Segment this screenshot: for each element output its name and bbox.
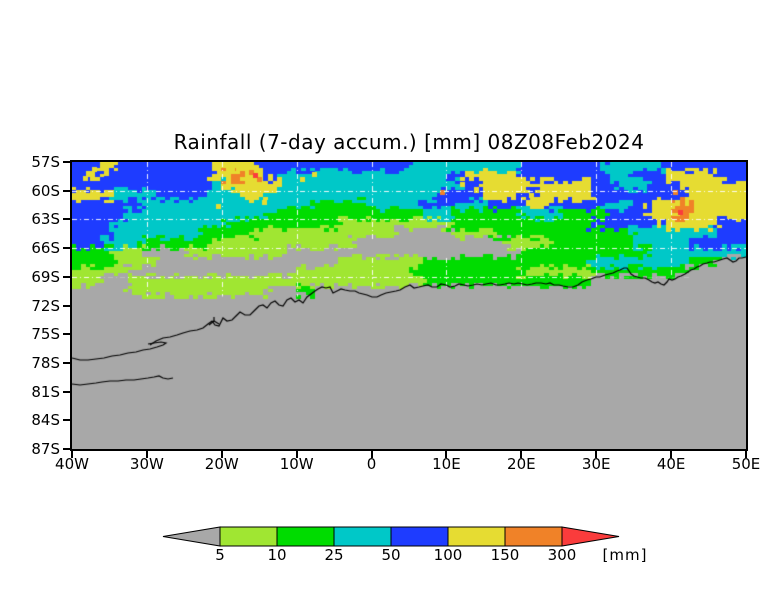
latitude-tick-label: 57S <box>31 153 60 171</box>
colorbar-segment <box>504 526 563 547</box>
colorbar-wedge <box>561 526 620 547</box>
latitude-tick-label: 81S <box>31 382 60 401</box>
y-tick <box>63 218 70 221</box>
latitude-tick-label: 75S <box>31 325 60 344</box>
x-tick <box>220 451 223 458</box>
longitude-tick-label: 40W <box>55 455 89 473</box>
latitude-tick-label: 78S <box>31 353 60 372</box>
y-tick <box>63 419 70 422</box>
colorbar-level-label: 10 <box>267 546 287 564</box>
latitude-tick-label: 72S <box>31 296 60 315</box>
rainfall-map-canvas <box>72 162 746 449</box>
longitude-tick-label: 0 <box>366 455 377 473</box>
colorbar-level-label: 150 <box>490 546 520 564</box>
colorbar-level-label: 100 <box>433 546 463 564</box>
x-tick <box>145 451 148 458</box>
colorbar-level-label: 50 <box>381 546 401 564</box>
colorbar-segment <box>276 526 335 547</box>
latitude-tick-label: 84S <box>31 411 60 430</box>
longitude-tick-label: 50E <box>731 455 761 473</box>
y-tick <box>63 390 70 393</box>
colorbar-level-label: 25 <box>324 546 344 564</box>
y-tick <box>63 361 70 364</box>
y-tick <box>63 189 70 192</box>
longitude-tick-label: 10E <box>432 455 461 473</box>
longitude-tick-label: 30W <box>129 455 164 473</box>
chart-title: Rainfall (7-day accum.) [mm] 08Z08Feb202… <box>173 130 645 154</box>
colorbar-wedge <box>162 526 221 547</box>
y-tick <box>63 247 70 250</box>
latitude-tick-label: 60S <box>31 181 60 200</box>
y-tick <box>63 333 70 336</box>
x-tick <box>370 451 373 458</box>
y-tick <box>63 448 70 450</box>
colorbar-segment <box>333 526 392 547</box>
colorbar <box>162 526 620 547</box>
x-tick <box>295 451 298 458</box>
longitude-tick-label: 30E <box>581 455 611 473</box>
x-tick <box>595 451 598 458</box>
y-tick <box>63 161 70 163</box>
x-tick <box>520 451 523 458</box>
x-tick <box>71 451 73 458</box>
longitude-tick-label: 40E <box>656 455 686 473</box>
latitude-tick-label: 66S <box>31 239 60 258</box>
y-tick <box>63 275 70 278</box>
x-tick <box>745 451 747 458</box>
latitude-tick-label: 63S <box>31 210 60 229</box>
latitude-tick-label: 69S <box>31 267 60 286</box>
colorbar-level-label: 5 <box>215 546 225 564</box>
colorbar-segment <box>390 526 449 547</box>
longitude-tick-label: 20E <box>507 455 536 473</box>
colorbar-units-label: [mm] <box>602 546 648 564</box>
longitude-tick-label: 10W <box>279 455 314 473</box>
colorbar-segment <box>447 526 506 547</box>
x-tick <box>445 451 448 458</box>
colorbar-segment <box>219 526 278 547</box>
x-tick <box>670 451 673 458</box>
colorbar-level-label: 300 <box>547 546 577 564</box>
longitude-tick-label: 20W <box>204 455 239 473</box>
latitude-tick-label: 87S <box>31 440 60 458</box>
y-tick <box>63 304 70 307</box>
